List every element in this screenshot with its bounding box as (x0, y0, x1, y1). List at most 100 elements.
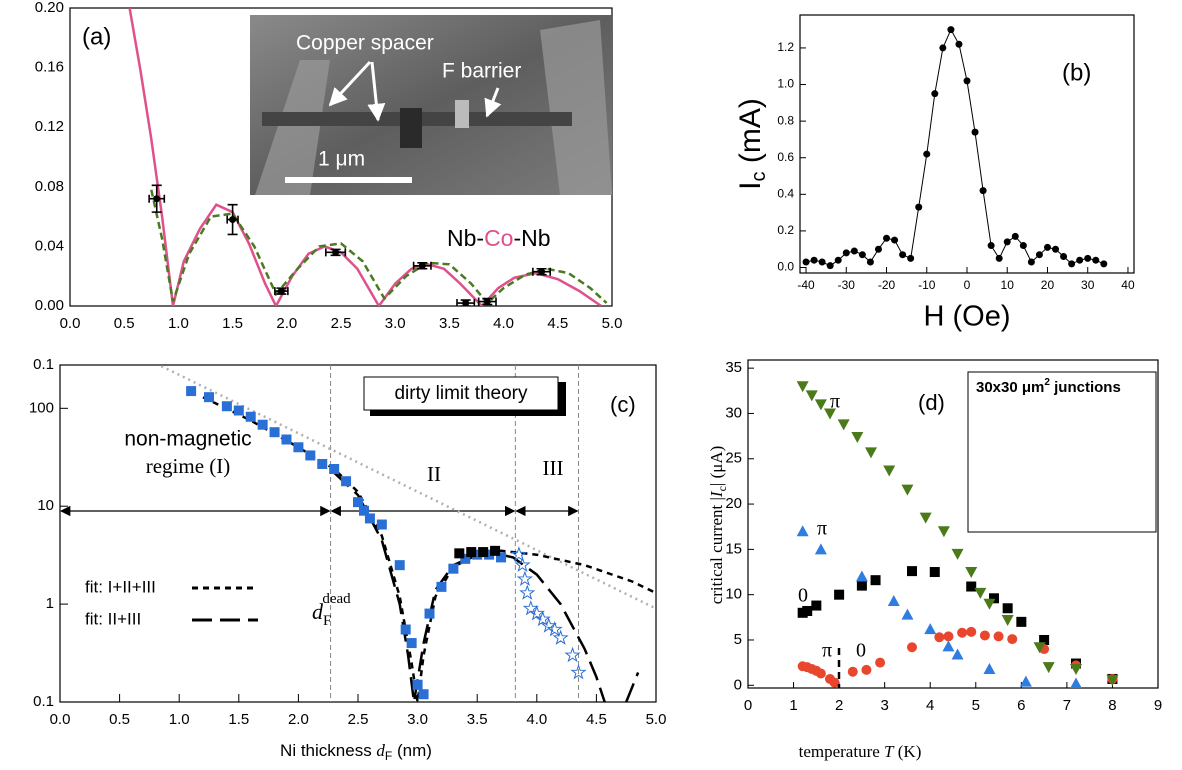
annotation: π (830, 391, 840, 413)
x-tick-label: 4.5 (586, 711, 607, 728)
x-axis-title-part: temperature (799, 742, 884, 761)
point (1068, 260, 1076, 268)
point (353, 497, 363, 508)
point (472, 549, 483, 560)
point (907, 642, 917, 653)
x-tick-label: 2.0 (288, 711, 309, 728)
point (454, 548, 465, 559)
point (516, 570, 533, 587)
point (341, 476, 352, 487)
point (995, 254, 1003, 262)
point (811, 600, 822, 611)
point (955, 40, 963, 48)
y-tick-label: 0.08 (35, 178, 64, 195)
legend-title-part: 2 (1044, 377, 1050, 388)
plot-frame (59, 364, 657, 703)
inset-shape (455, 100, 469, 128)
point (564, 646, 581, 663)
point (957, 627, 968, 638)
point (1052, 245, 1060, 253)
point (418, 689, 429, 700)
x-tick-label: 4.0 (526, 711, 547, 728)
point (842, 249, 850, 257)
point (924, 623, 937, 635)
y-tick-label: 0.2 (777, 223, 794, 237)
point (538, 268, 546, 276)
annotation-part: dead (322, 591, 351, 607)
point (293, 442, 304, 453)
x-axis-title-part: Ni thickness (280, 741, 376, 760)
x-tick-label: -20 (878, 278, 896, 292)
point (870, 575, 881, 586)
point (818, 258, 826, 266)
point (815, 668, 826, 679)
point (850, 247, 858, 255)
y-axis-title: critical current |Ic| (μA) (707, 446, 729, 605)
plot-area (802, 26, 1108, 270)
x-tick-label: 0 (964, 278, 971, 292)
panel: 0.0 0.5 1.0 1.5 2.0 2.5 3.0 3.5 4.0 4.5 5.0 0.1 1 10 1… (29, 356, 666, 728)
x-tick-label: 2.5 (331, 315, 352, 332)
point (987, 242, 995, 250)
x-tick-label: 3.5 (439, 315, 460, 332)
x-tick-label: -40 (797, 278, 815, 292)
y-tick-label: 1.2 (777, 40, 794, 54)
legend-label: fit: I+II+III (85, 577, 156, 596)
point (436, 581, 447, 592)
y-tick-label: 5 (734, 631, 742, 648)
x-axis-title: Ni thickness dF (nm) (280, 741, 432, 763)
panel-label: (c) (610, 392, 636, 417)
y-tick-label: 0.8 (777, 113, 794, 127)
series-line (805, 28, 1105, 267)
point (1027, 258, 1035, 266)
point (989, 593, 999, 604)
legend-title-part: junctions (1050, 379, 1121, 396)
point (277, 287, 285, 295)
point (229, 216, 237, 224)
point (269, 427, 280, 438)
point (221, 401, 232, 412)
point (460, 553, 471, 564)
panel: 0.0 0.5 1.0 1.5 2.0 2.5 3.0 3.5 4.0 4.5 5.0 0.00 0.0… (35, 0, 623, 332)
x-tick-label: 5.0 (602, 315, 623, 332)
point (883, 465, 896, 477)
point (937, 526, 950, 538)
y-tick-label: 1.0 (777, 77, 794, 91)
point (899, 251, 907, 259)
annotation: dirty limit theory (394, 383, 528, 404)
point (965, 567, 978, 579)
x-tick-label: 20 (1041, 278, 1055, 292)
y-axis-title-part: (mA) (734, 98, 767, 171)
point (332, 248, 340, 256)
y-tick-label: 100 (29, 399, 54, 416)
y-tick-label: 0.00 (35, 297, 64, 314)
panel-label: (b) (1062, 59, 1091, 86)
plot-frame (747, 359, 1159, 689)
x-tick-label: 0.5 (114, 315, 135, 332)
point (1019, 242, 1027, 250)
x-tick-label: 3.0 (407, 711, 428, 728)
point (971, 128, 979, 136)
point (233, 405, 244, 416)
y-tick-label: 25 (725, 450, 742, 467)
legend-title: 30x30 μm2 junctions (976, 377, 1121, 396)
point (478, 547, 489, 558)
point (891, 236, 899, 244)
y-axis-title-part: I (734, 181, 767, 189)
point (929, 567, 940, 578)
point (257, 419, 268, 430)
x-axis-title-part: F (385, 749, 392, 763)
point (963, 77, 971, 85)
panel: -40 -30 -20 -10 0 10 20 30 40 0.0 0.2 0.4 0.6 0.8 1.0 1… (777, 14, 1135, 292)
point (418, 262, 426, 270)
point (934, 632, 945, 643)
point (1042, 662, 1055, 674)
point (329, 463, 340, 474)
point (826, 262, 834, 270)
x-axis-title-part: d (376, 741, 385, 760)
point (412, 679, 423, 690)
point (907, 566, 917, 577)
point (865, 447, 877, 459)
legend-title-part: 30x30 μm (976, 379, 1044, 396)
y-axis-title-part: I (707, 490, 726, 498)
